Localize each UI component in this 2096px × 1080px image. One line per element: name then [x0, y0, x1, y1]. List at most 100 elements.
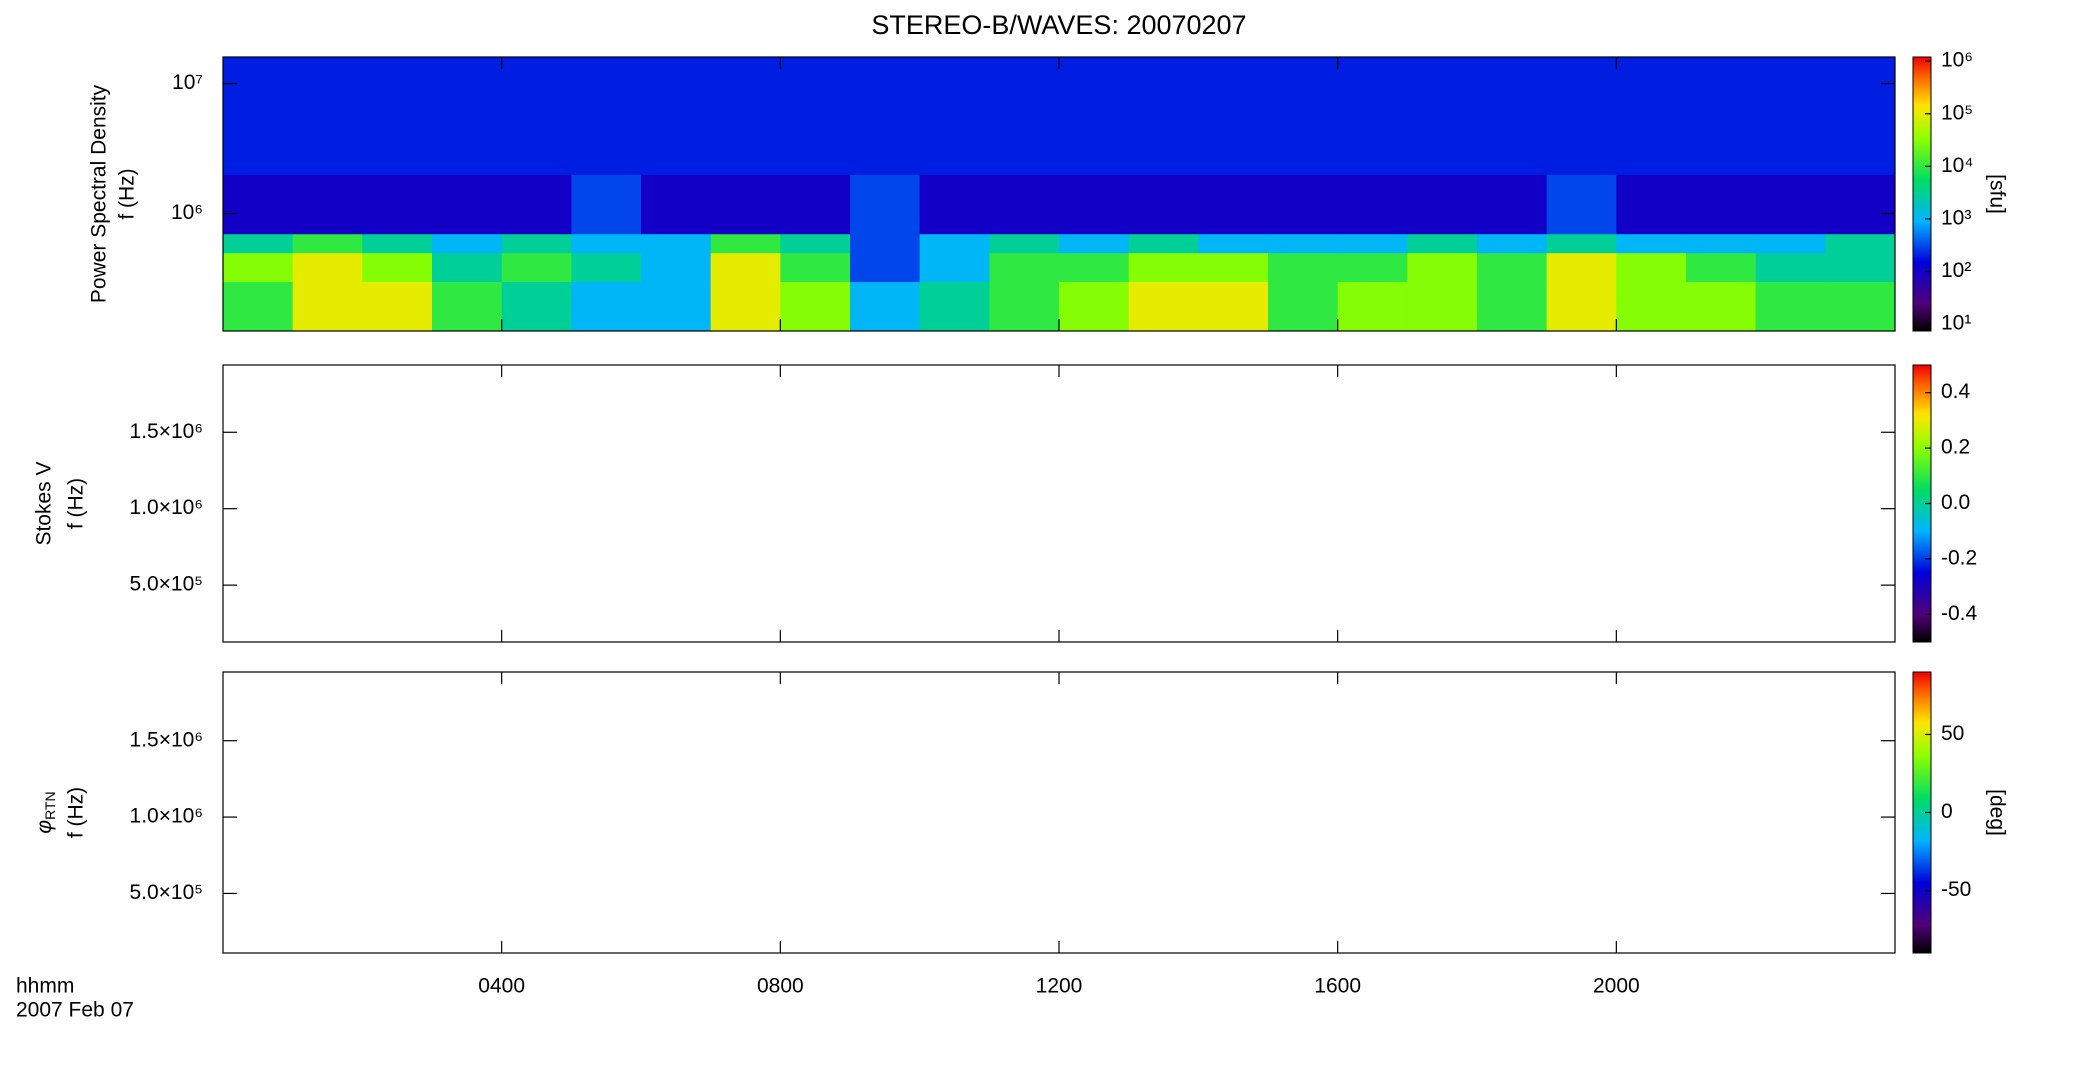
heatmap-cell — [362, 57, 433, 175]
heatmap-cell — [710, 57, 781, 175]
y-tick-label: 5.0×10⁵ — [129, 573, 203, 596]
heatmap-cell — [850, 174, 921, 235]
colorbar-tick-label: 0 — [1941, 800, 1953, 823]
heatmap-cell — [1616, 57, 1687, 175]
heatmap-cell — [1407, 174, 1478, 235]
heatmap-cell — [850, 281, 921, 332]
x-tick-label: 1600 — [1314, 975, 1361, 998]
y-tick-label: 10⁷ — [172, 71, 203, 94]
heatmap-cell — [919, 174, 990, 235]
heatmap-cell — [1059, 252, 1130, 283]
heatmap-cell — [1268, 233, 1339, 254]
heatmap-cell — [1337, 233, 1408, 254]
y-tick-label: 1.5×10⁶ — [130, 420, 203, 443]
heatmap-cell — [710, 174, 781, 235]
colorbar-tick-label: 10⁴ — [1941, 154, 1973, 177]
heatmap-cell — [571, 233, 642, 254]
y-axis-label: φRTN — [33, 791, 58, 833]
heatmap-cell — [1268, 174, 1339, 235]
heatmap-cell — [1059, 281, 1130, 332]
heatmap-cell — [1128, 174, 1199, 235]
heatmap-cell — [641, 57, 712, 175]
colorbar-label: [deg] — [1985, 789, 2008, 836]
colorbar-tick-label: 0.0 — [1941, 491, 1970, 514]
y-axis-label: Power Spectral Density — [88, 84, 111, 303]
x-tick-label: 0800 — [757, 975, 804, 998]
heatmap-cell — [1477, 233, 1548, 254]
heatmap-cell — [780, 281, 851, 332]
heatmap-cell — [1477, 252, 1548, 283]
heatmap-cell — [780, 252, 851, 283]
heatmap-cell — [1337, 174, 1408, 235]
x-tick-label: 0400 — [478, 975, 525, 998]
colorbar-tick-label: 10² — [1941, 259, 1971, 282]
heatmap-cell — [1825, 57, 1896, 175]
heatmap-cell — [1198, 174, 1269, 235]
y-axis-label-main: φ — [33, 820, 56, 834]
heatmap-cell — [919, 57, 990, 175]
heatmap-cell — [850, 252, 921, 283]
y-tick-label: 5.0×10⁵ — [129, 881, 203, 904]
heatmap-cell — [989, 233, 1060, 254]
y-axis-label: f (Hz) — [65, 787, 88, 838]
heatmap-cell — [710, 252, 781, 283]
x-tick-label: 1200 — [1036, 975, 1083, 998]
heatmap-cell — [1268, 252, 1339, 283]
heatmap-cell — [1686, 281, 1757, 332]
heatmap-cell — [292, 252, 363, 283]
y-tick-label: 1.0×10⁶ — [130, 805, 203, 828]
heatmap-cell — [362, 281, 433, 332]
heatmap-cell — [1128, 281, 1199, 332]
heatmap-cell — [1686, 174, 1757, 235]
heatmap-cell — [1198, 233, 1269, 254]
heatmap-cell — [362, 233, 433, 254]
heatmap-cell — [432, 281, 503, 332]
heatmap-cell — [989, 57, 1060, 175]
heatmap-cell — [780, 174, 851, 235]
heatmap — [223, 57, 1896, 332]
heatmap-cell — [1825, 233, 1896, 254]
colorbar-tick-label: -0.2 — [1941, 546, 1977, 569]
colorbar-tick-label: -0.4 — [1941, 602, 1978, 625]
heatmap-cell — [919, 252, 990, 283]
heatmap-cell — [432, 174, 503, 235]
heatmap-cell — [919, 233, 990, 254]
heatmap-cell — [1407, 281, 1478, 332]
heatmap-cell — [1755, 281, 1826, 332]
heatmap-cell — [1546, 281, 1617, 332]
heatmap-cell — [1616, 281, 1687, 332]
heatmap-cell — [1825, 174, 1896, 235]
y-tick-label: 1.0×10⁶ — [130, 496, 203, 519]
heatmap-cell — [501, 57, 572, 175]
heatmap-cell — [292, 57, 363, 175]
heatmap-cell — [501, 252, 572, 283]
heatmap-cell — [1616, 233, 1687, 254]
heatmap-cell — [1198, 57, 1269, 175]
colorbar-tick-label: 0.4 — [1941, 380, 1971, 403]
chart-title: STEREO-B/WAVES: 20070207 — [871, 10, 1246, 40]
y-tick-label: 10⁶ — [171, 201, 203, 224]
heatmap-cell — [501, 281, 572, 332]
heatmap-cell — [501, 233, 572, 254]
heatmap-cell — [919, 281, 990, 332]
y-axis-label-sub: RTN — [42, 791, 58, 820]
colorbar-tick-label: 10⁵ — [1941, 101, 1973, 124]
y-tick-label: 1.5×10⁶ — [130, 728, 203, 751]
heatmap-cell — [1198, 281, 1269, 332]
heatmap-cell — [432, 233, 503, 254]
colorbar-tick-label: 0.2 — [1941, 436, 1970, 459]
heatmap-cell — [1128, 57, 1199, 175]
heatmap-cell — [710, 281, 781, 332]
heatmap-cell — [571, 57, 642, 175]
heatmap-cell — [571, 174, 642, 235]
heatmap-cell — [1546, 233, 1617, 254]
heatmap-cell — [989, 252, 1060, 283]
heatmap-cell — [1755, 57, 1826, 175]
heatmap-cell — [780, 57, 851, 175]
heatmap-cell — [432, 57, 503, 175]
heatmap-cell — [1755, 233, 1826, 254]
x-tick-label: 2000 — [1593, 975, 1640, 998]
x-axis-label: hhmm — [16, 975, 74, 998]
heatmap-cell — [1337, 57, 1408, 175]
heatmap-cell — [1546, 57, 1617, 175]
